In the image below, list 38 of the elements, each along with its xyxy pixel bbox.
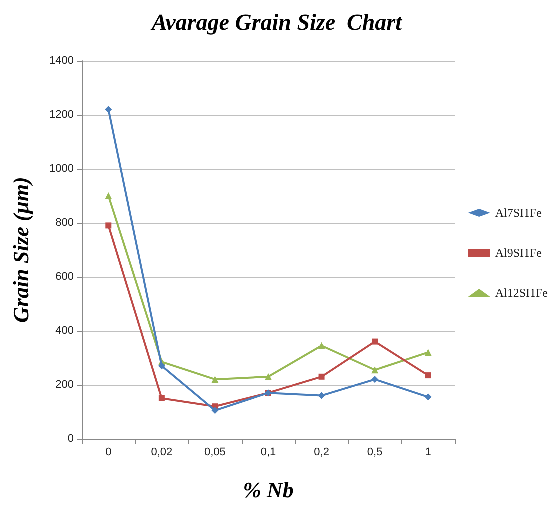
y-tick-label: 200	[56, 379, 74, 391]
x-tick-label: 1	[425, 446, 432, 458]
x-axis-title: % Nb	[243, 478, 294, 502]
point	[372, 338, 378, 345]
x-tick-label: 0,02	[151, 446, 173, 458]
point	[212, 376, 219, 384]
point	[106, 222, 112, 229]
y-axis-title: Grain Size (µm)	[8, 177, 34, 323]
x-tick-label: 0,05	[204, 446, 226, 458]
point	[158, 362, 166, 370]
point	[424, 349, 432, 356]
point	[105, 106, 112, 114]
legend-label: Al7SI1Fe	[495, 206, 542, 220]
x-tick-label: 0,5	[367, 446, 383, 458]
point	[425, 372, 432, 379]
point	[372, 376, 379, 384]
point	[372, 366, 379, 374]
y-tick-label: 400	[56, 325, 74, 337]
point	[318, 374, 325, 380]
x-tick-label: 0	[106, 446, 112, 458]
y-tick-label: 1000	[50, 163, 74, 175]
point	[158, 396, 165, 402]
point	[318, 392, 326, 400]
y-tick-label: 1400	[50, 55, 74, 67]
y-tick-label: 1200	[50, 109, 74, 121]
point	[105, 192, 112, 200]
x-tick-label: 0,1	[260, 446, 276, 458]
y-tick-label: 600	[56, 271, 74, 283]
legend-label: Al9SI1Fe	[495, 246, 542, 260]
point	[212, 407, 219, 414]
y-tick-label: 0	[68, 433, 74, 445]
point	[424, 394, 432, 401]
y-tick-label: 800	[56, 217, 74, 229]
legend-label: Al12SI1Fe	[495, 286, 548, 300]
x-tick-label: 0,2	[314, 446, 330, 458]
point	[265, 373, 272, 380]
chart-title: Avarage Grain Size Chart	[150, 10, 403, 35]
point	[318, 342, 326, 350]
